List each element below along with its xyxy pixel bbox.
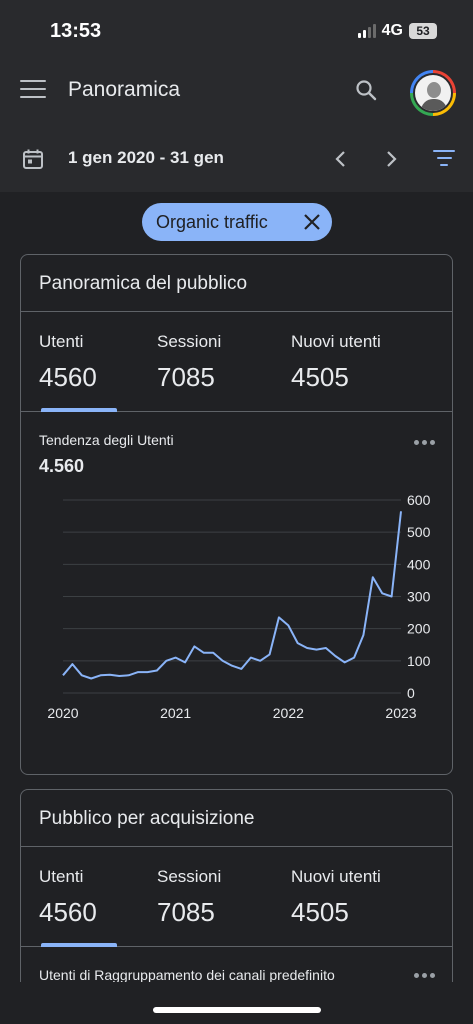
filter-chip-label: Organic traffic [156,211,268,232]
audience-overview-card: Panoramica del pubblico Utenti 4560 Sess… [20,254,453,775]
metric-new-users[interactable]: Nuovi utenti 4505 [291,332,381,393]
channel-group-section: Utenti di Raggruppamento dei canali pred… [21,947,452,987]
users-trend-chart: 0 100 200 300 400 500 600 2020 2021 2022 2023 [47,492,431,721]
date-range-label[interactable]: 1 gen 2020 - 31 gen [68,148,224,167]
x-tick-label: 2022 [273,705,304,721]
app-bar: Panoramica [0,58,473,126]
metric-users[interactable]: Utenti 4560 [39,332,97,393]
y-tick-label: 0 [407,685,415,701]
status-bar: 13:53 4G 53 [0,0,473,58]
page-title: Panoramica [68,78,181,101]
network-type: 4G [381,22,403,39]
menu-icon[interactable] [20,80,46,102]
y-tick-label: 100 [407,653,431,669]
x-tick-label: 2023 [385,705,416,721]
home-indicator[interactable] [153,1007,321,1013]
y-tick-label: 500 [407,524,431,540]
y-tick-label: 400 [407,556,431,572]
selected-metric-indicator [41,943,117,947]
card-title: Panoramica del pubblico [21,255,452,312]
x-tick-label: 2020 [47,705,78,721]
metric-sessions[interactable]: Sessioni 7085 [157,332,221,393]
status-time: 13:53 [50,20,102,42]
filter-icon[interactable] [432,150,456,170]
metric-value: 4505 [291,897,349,927]
series-line-users [62,511,402,680]
avatar-photo [413,73,453,113]
metrics-row: Utenti 4560 Sessioni 7085 Nuovi utenti 4… [21,312,452,412]
avatar[interactable] [410,70,456,116]
metrics-row: Utenti 4560 Sessioni 7085 Nuovi utenti 4… [21,847,452,947]
trend-chart-section: 0 100 200 300 400 500 600 2020 2021 2022 2023 Tend… [21,412,452,772]
metric-value: 4505 [291,362,349,392]
metric-label: Nuovi utenti [291,867,381,886]
filter-chip[interactable]: Organic traffic [142,203,332,241]
metric-label: Utenti [39,867,84,886]
selected-metric-indicator [41,408,117,412]
y-tick-label: 600 [407,492,431,508]
metric-sessions[interactable]: Sessioni 7085 [157,867,221,928]
trend-title: Tendenza degli Utenti [39,432,174,448]
chevron-left-icon[interactable] [330,148,352,170]
metric-label: Sessioni [157,867,222,886]
y-tick-label: 200 [407,621,431,637]
bottom-safe-area [0,982,473,1024]
metric-value: 4560 [39,897,97,927]
metric-label: Nuovi utenti [291,332,381,351]
metric-value: 7085 [157,362,215,392]
metric-value: 7085 [157,897,215,927]
y-tick-label: 300 [407,589,431,605]
date-range-bar: 1 gen 2020 - 31 gen [0,126,473,192]
close-icon[interactable] [302,212,322,232]
more-options-icon[interactable] [414,440,436,448]
status-indicators: 4G 53 [357,22,437,40]
search-icon[interactable] [354,78,378,102]
metric-new-users[interactable]: Nuovi utenti 4505 [291,867,381,928]
calendar-icon[interactable] [22,148,44,170]
metric-label: Sessioni [157,332,222,351]
metric-value: 4560 [39,362,97,392]
metric-users[interactable]: Utenti 4560 [39,867,97,928]
x-tick-label: 2021 [160,705,191,721]
more-options-icon[interactable] [414,973,436,981]
trend-value: 4.560 [39,456,85,476]
chevron-right-icon[interactable] [380,148,402,170]
card-title: Pubblico per acquisizione [21,790,452,847]
channel-group-title: Utenti di Raggruppamento dei canali pred… [39,967,335,983]
metric-label: Utenti [39,332,84,351]
battery-icon: 53 [409,23,437,39]
signal-icon [357,24,376,38]
